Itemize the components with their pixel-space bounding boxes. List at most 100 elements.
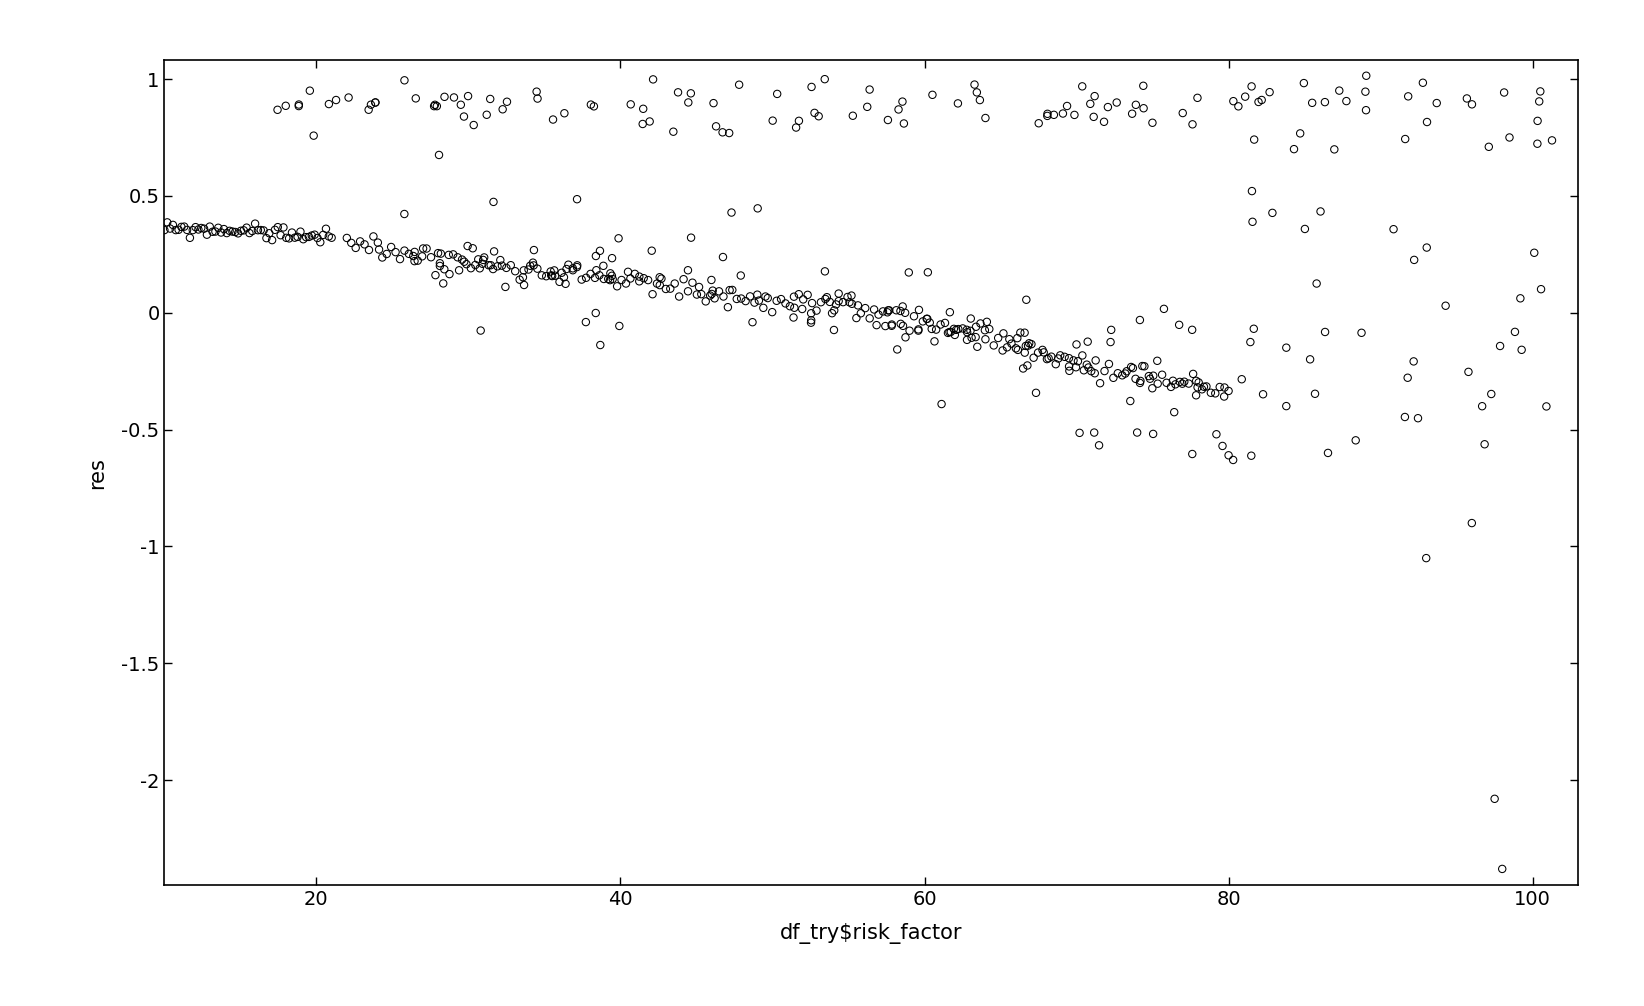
Point <box>893 305 919 321</box>
Point <box>159 217 186 233</box>
Point <box>1021 350 1047 366</box>
Point <box>876 302 903 318</box>
Point <box>194 226 220 242</box>
Point <box>875 303 901 319</box>
Point <box>855 99 881 115</box>
Point <box>322 92 349 108</box>
Point <box>745 200 771 216</box>
Point <box>728 291 755 307</box>
Point <box>480 261 506 277</box>
Point <box>1113 363 1139 379</box>
Point <box>786 286 812 302</box>
Point <box>674 284 700 300</box>
Point <box>1210 438 1236 454</box>
Point <box>1491 85 1517 101</box>
Point <box>875 112 901 128</box>
Point <box>1476 139 1503 155</box>
Point <box>163 222 189 238</box>
Point <box>587 268 613 284</box>
Point <box>391 206 418 222</box>
Point <box>564 191 590 207</box>
Point <box>178 229 204 245</box>
Point <box>741 295 768 311</box>
Point <box>733 293 760 309</box>
Point <box>1126 312 1152 328</box>
Point <box>1202 385 1228 401</box>
Point <box>210 221 237 237</box>
Point <box>1453 91 1480 107</box>
Point <box>883 302 909 318</box>
Point <box>676 95 702 111</box>
Point <box>1069 78 1095 95</box>
Point <box>789 301 815 317</box>
Point <box>197 218 224 234</box>
Point <box>1414 239 1440 256</box>
Point <box>797 312 824 328</box>
Point <box>447 97 473 113</box>
Point <box>1095 99 1121 115</box>
Point <box>487 253 513 269</box>
Point <box>237 225 263 241</box>
Point <box>265 219 291 235</box>
Point <box>1069 347 1095 363</box>
Point <box>1272 398 1299 414</box>
Point <box>944 322 970 338</box>
Point <box>319 229 345 245</box>
Point <box>312 220 339 236</box>
Point <box>1307 203 1333 219</box>
Point <box>460 117 487 133</box>
Point <box>296 229 322 245</box>
Point <box>365 234 391 250</box>
Point <box>1292 221 1318 237</box>
Point <box>1458 515 1485 531</box>
Point <box>937 304 963 320</box>
Point <box>1432 298 1458 314</box>
Point <box>1064 336 1090 352</box>
Point <box>485 259 511 275</box>
Point <box>424 245 450 262</box>
Point <box>917 315 944 331</box>
Point <box>455 89 482 105</box>
Point <box>219 223 245 239</box>
Point <box>401 243 427 260</box>
Point <box>427 256 454 272</box>
Point <box>801 105 827 121</box>
Point <box>347 233 373 249</box>
Point <box>1139 367 1166 383</box>
Point <box>1080 109 1106 125</box>
Point <box>1039 349 1065 365</box>
Point <box>906 321 932 337</box>
Point <box>1110 367 1136 383</box>
Point <box>577 97 603 113</box>
Point <box>973 314 1000 330</box>
Point <box>248 222 275 238</box>
Point <box>957 311 983 327</box>
Point <box>168 219 194 235</box>
Point <box>630 101 656 117</box>
Point <box>937 324 963 340</box>
Point <box>640 71 666 88</box>
Point <box>250 222 276 238</box>
Point <box>436 246 462 263</box>
Point <box>615 264 641 280</box>
Point <box>646 270 672 286</box>
Point <box>360 228 386 244</box>
Point <box>666 289 692 305</box>
Point <box>529 268 556 284</box>
Point <box>1299 95 1325 111</box>
Point <box>819 305 845 321</box>
Point <box>1055 363 1082 379</box>
Point <box>273 98 299 114</box>
Point <box>1353 67 1379 83</box>
Point <box>597 272 623 288</box>
Point <box>1144 353 1171 369</box>
Point <box>817 294 843 310</box>
Point <box>1126 375 1152 391</box>
Point <box>492 279 518 295</box>
Point <box>1231 89 1258 105</box>
Point <box>613 276 640 292</box>
Point <box>1097 356 1123 372</box>
Point <box>1212 388 1238 404</box>
Point <box>806 109 832 125</box>
Point <box>1013 338 1039 354</box>
